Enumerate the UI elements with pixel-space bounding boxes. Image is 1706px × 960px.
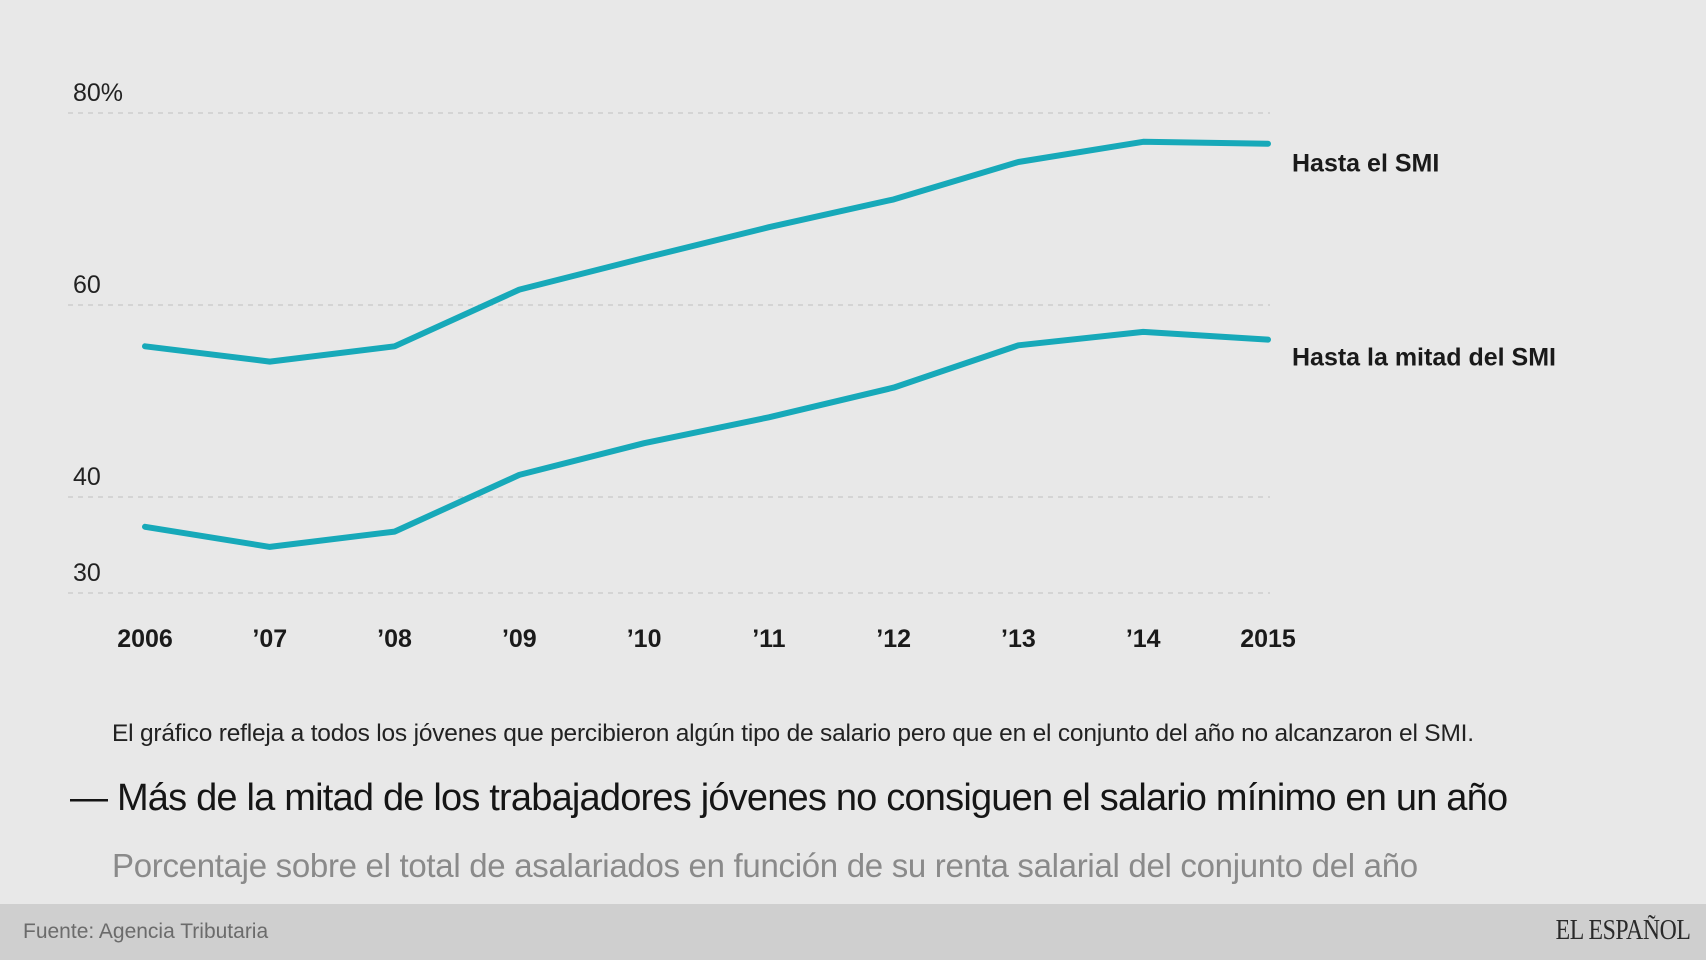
x-tick-label: ’12 bbox=[876, 625, 911, 653]
x-tick-label: 2006 bbox=[117, 625, 173, 653]
y-tick-label: 80% bbox=[73, 79, 123, 107]
series-label-2: Hasta la mitad del SMI bbox=[1292, 344, 1556, 372]
y-tick-label: 60 bbox=[73, 271, 101, 299]
el-espanol-logo: EL ESPAÑOL bbox=[1555, 914, 1690, 946]
series-lines bbox=[142, 138, 1271, 550]
x-axis-ticks: 2006 ’07 ’08 ’09 ’10 ’11 ’12 ’13 ’14 2015 bbox=[117, 625, 1296, 653]
chart-subtitle: Porcentaje sobre el total de asalariados… bbox=[112, 847, 1418, 884]
series-line-1 bbox=[142, 138, 1271, 365]
x-tick-label: ’11 bbox=[752, 625, 785, 653]
x-tick-label: ’13 bbox=[1001, 625, 1036, 653]
chart-title: — Más de la mitad de los trabajadores jó… bbox=[70, 777, 1508, 819]
series-line-2 bbox=[142, 328, 1271, 550]
series-label-1: Hasta el SMI bbox=[1292, 150, 1439, 178]
x-tick-label: 2015 bbox=[1240, 625, 1296, 653]
x-tick-label: ’09 bbox=[502, 625, 537, 653]
x-tick-label: ’10 bbox=[627, 625, 662, 653]
y-axis-ticks: 30 40 60 80% bbox=[73, 79, 123, 587]
y-tick-label: 40 bbox=[73, 463, 101, 491]
chart-note: El gráfico refleja a todos los jóvenes q… bbox=[112, 720, 1474, 747]
x-tick-label: ’14 bbox=[1126, 625, 1161, 653]
x-tick-label: ’08 bbox=[377, 625, 412, 653]
x-tick-label: ’07 bbox=[252, 625, 287, 653]
footer-bar: Fuente: Agencia Tributaria EL ESPAÑOL bbox=[0, 904, 1706, 960]
source-credit: Fuente: Agencia Tributaria bbox=[23, 920, 269, 943]
series-labels: Hasta el SMI Hasta la mitad del SMI bbox=[1292, 150, 1556, 372]
gridlines bbox=[68, 112, 1270, 594]
y-tick-label: 30 bbox=[73, 559, 101, 587]
